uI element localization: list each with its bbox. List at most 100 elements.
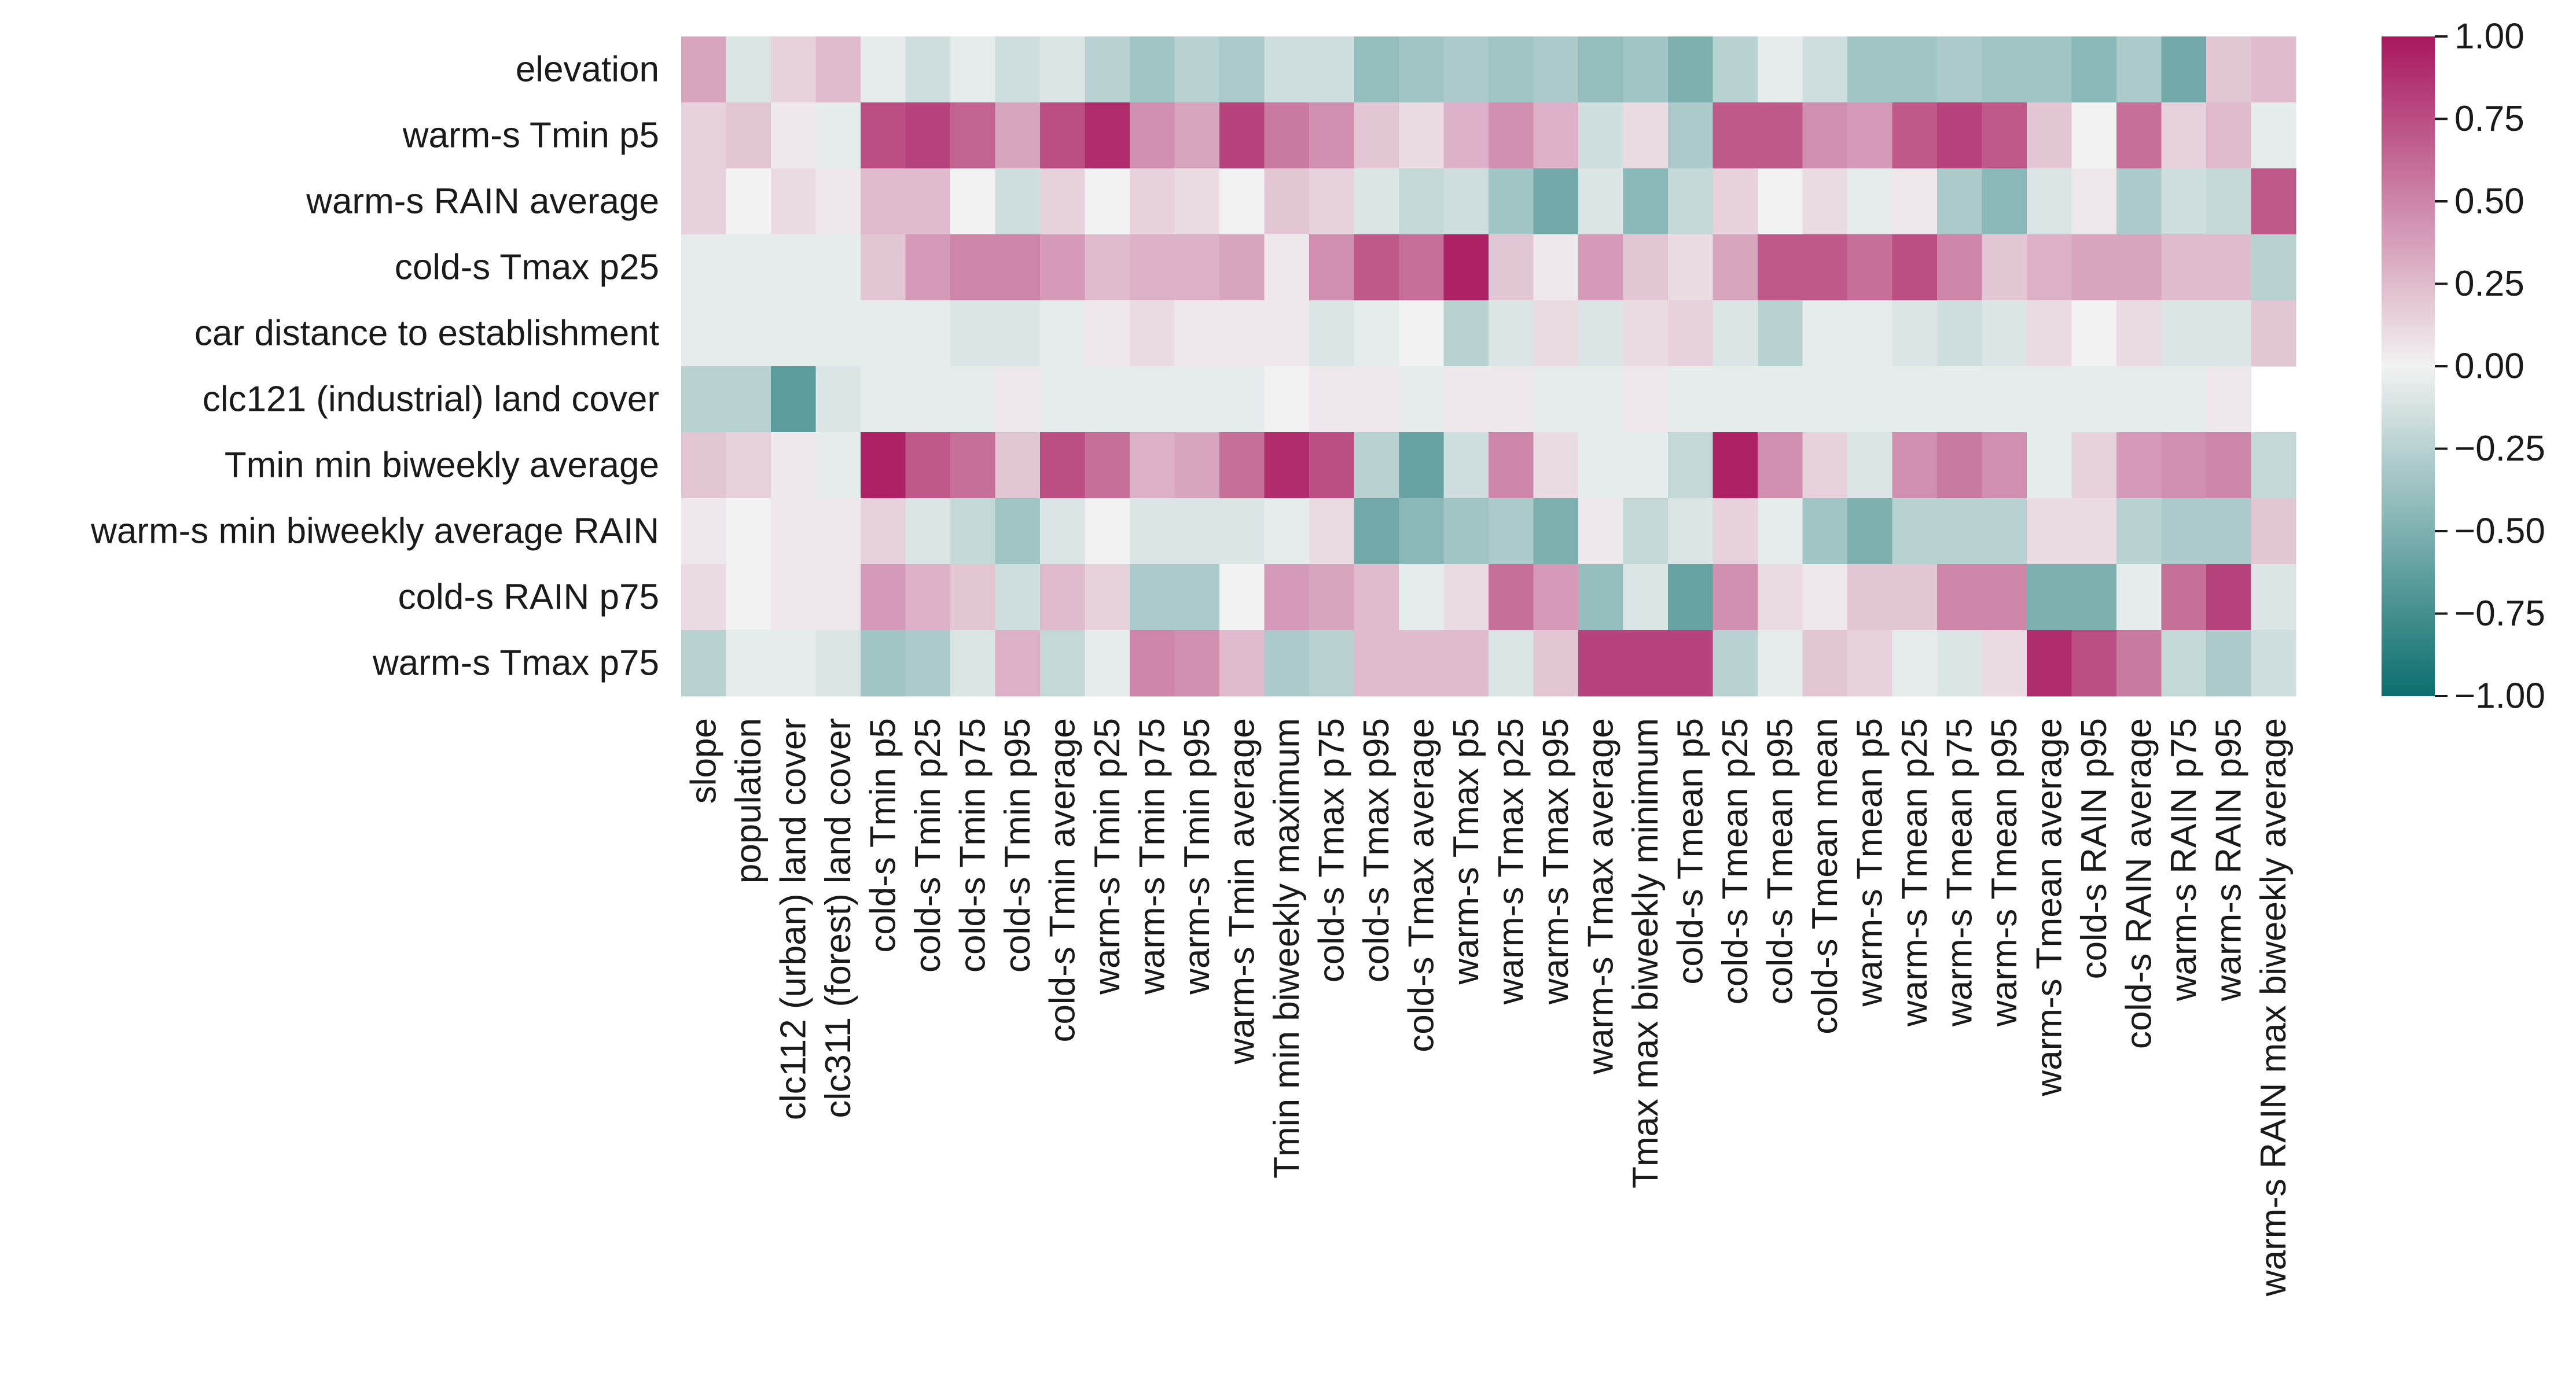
- column-label: warm-s RAIN p75: [2164, 718, 2204, 1002]
- heatmap-cell: [1309, 234, 1355, 301]
- heatmap-cell: [1578, 432, 1624, 499]
- heatmap-cell: [1578, 300, 1624, 367]
- heatmap-cell: [1533, 630, 1579, 697]
- column-label: cold-s Tmin average: [1042, 718, 1082, 1043]
- heatmap-cell: [905, 432, 951, 499]
- heatmap-cell: [1713, 102, 1758, 169]
- heatmap-cell: [1758, 498, 1803, 565]
- heatmap-cell: [2071, 300, 2117, 367]
- heatmap-cell: [1399, 234, 1445, 301]
- heatmap-cell: [1892, 102, 1938, 169]
- heatmap-cell: [771, 300, 817, 367]
- heatmap-cell: [1802, 168, 1848, 235]
- heatmap-cell: [1489, 234, 1534, 301]
- heatmap-cell: [2071, 168, 2117, 235]
- heatmap-cell: [2206, 168, 2252, 235]
- heatmap-cell: [1264, 300, 1310, 367]
- row-label: warm-s RAIN average: [306, 182, 659, 222]
- column-label: cold-s Tmax p95: [1357, 718, 1397, 982]
- heatmap-cell: [1578, 102, 1624, 169]
- column-label: warm-s Tmin average: [1222, 718, 1262, 1065]
- heatmap-cell: [1219, 366, 1265, 433]
- heatmap-cell: [1623, 234, 1669, 301]
- heatmap-cell: [2071, 234, 2117, 301]
- heatmap-cell: [1130, 432, 1175, 499]
- heatmap-cell: [1489, 630, 1534, 697]
- row-label: warm-s min biweekly average RAIN: [90, 511, 659, 551]
- heatmap-cell: [1174, 36, 1220, 103]
- heatmap-cell: [861, 168, 906, 235]
- heatmap-cell: [771, 36, 817, 103]
- column-label: warm-s Tmean p75: [1939, 718, 1979, 1027]
- heatmap-cell: [995, 36, 1041, 103]
- heatmap-cell: [1174, 432, 1220, 499]
- heatmap-cell: [2161, 234, 2207, 301]
- heatmap-cell: [1443, 432, 1489, 499]
- heatmap-cell: [815, 36, 861, 103]
- heatmap-cell: [2251, 564, 2296, 631]
- heatmap-cell: [726, 300, 771, 367]
- heatmap-cell: [995, 564, 1041, 631]
- heatmap-cell: [1085, 432, 1130, 499]
- heatmap-cell: [995, 498, 1041, 565]
- heatmap-cell: [1040, 630, 1086, 697]
- heatmap-cell: [861, 234, 906, 301]
- heatmap-cell: [2116, 498, 2162, 565]
- heatmap-cell: [950, 432, 996, 499]
- heatmap-cell: [2206, 432, 2252, 499]
- heatmap-cell: [1399, 366, 1445, 433]
- heatmap-cell: [1174, 168, 1220, 235]
- heatmap-cell: [1892, 366, 1938, 433]
- heatmap-cell: [1040, 234, 1086, 301]
- heatmap-cell: [2161, 366, 2207, 433]
- heatmap-cell: [950, 564, 996, 631]
- heatmap-cell: [2251, 102, 2296, 169]
- heatmap-cell: [861, 102, 906, 169]
- heatmap-cell: [1802, 498, 1848, 565]
- heatmap-cell: [1758, 630, 1803, 697]
- heatmap-cell: [1892, 300, 1938, 367]
- heatmap-cell: [771, 234, 817, 301]
- heatmap-cell: [1713, 630, 1758, 697]
- heatmap-cell: [1892, 234, 1938, 301]
- heatmap-cell: [2071, 564, 2117, 631]
- column-label: warm-s Tmean average: [2029, 718, 2069, 1097]
- heatmap-cell: [815, 564, 861, 631]
- heatmap-cell: [681, 366, 727, 433]
- heatmap-cell: [1668, 234, 1714, 301]
- heatmap-cell: [1085, 36, 1130, 103]
- column-label: slope: [683, 718, 723, 804]
- heatmap-cell: [2027, 36, 2072, 103]
- column-label: warm-s Tmean p95: [1985, 718, 2024, 1027]
- heatmap-cell: [1130, 168, 1175, 235]
- heatmap-cell: [1668, 366, 1714, 433]
- heatmap-cell: [1174, 102, 1220, 169]
- heatmap-cell: [681, 432, 727, 499]
- heatmap-cell: [1130, 36, 1175, 103]
- heatmap-cell: [681, 234, 727, 301]
- heatmap-cell: [815, 498, 861, 565]
- heatmap-cell: [1533, 102, 1579, 169]
- heatmap-cell: [1443, 36, 1489, 103]
- column-label: cold-s Tmax p75: [1311, 718, 1351, 982]
- heatmap-cell: [771, 102, 817, 169]
- heatmap-cell: [1713, 36, 1758, 103]
- heatmap-cell: [905, 234, 951, 301]
- heatmap-cell: [1847, 366, 1893, 433]
- heatmap-cell: [1354, 36, 1399, 103]
- heatmap-cell: [2071, 498, 2117, 565]
- heatmap-cell: [1040, 366, 1086, 433]
- heatmap-cell: [1623, 102, 1669, 169]
- heatmap-cell: [1533, 564, 1579, 631]
- heatmap-cell: [1892, 630, 1938, 697]
- heatmap-cell: [2116, 36, 2162, 103]
- heatmap-cell: [1309, 432, 1355, 499]
- heatmap-cell: [815, 102, 861, 169]
- colorbar: 1.00 0.75 0.50 0.25 0.00 −0.25 −0.50 −0.75 −1.00: [2382, 17, 2545, 716]
- heatmap-cell: [2251, 234, 2296, 301]
- heatmap-cell: [1130, 564, 1175, 631]
- heatmap-cell: [1937, 498, 1983, 565]
- heatmap-cell: [1937, 432, 1983, 499]
- row-label: warm-s Tmin p5: [402, 116, 659, 156]
- row-label: elevation: [516, 50, 659, 90]
